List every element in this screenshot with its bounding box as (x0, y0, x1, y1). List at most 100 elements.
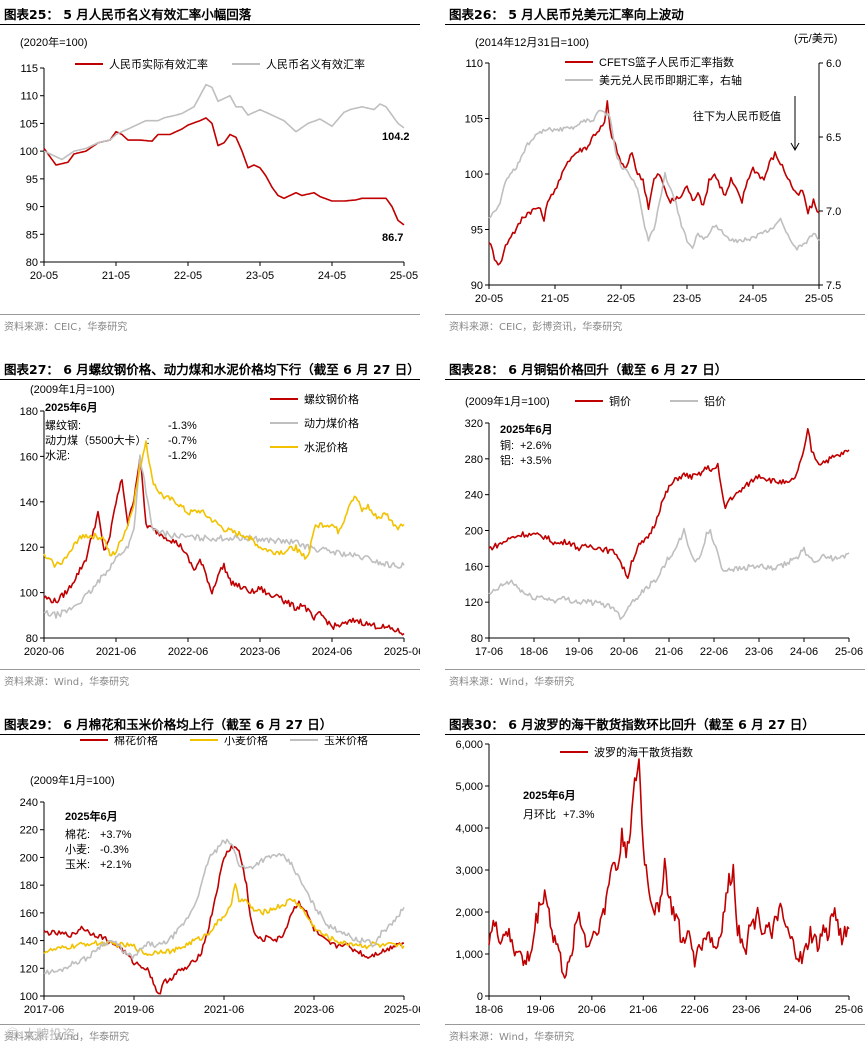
y-tick-label: 80 (471, 633, 483, 645)
y-right-tick-label: 6.5 (826, 132, 841, 144)
y-tick-label: 4,000 (455, 823, 483, 835)
y-tick-label: 115 (20, 63, 38, 75)
x-tick-label: 2023-06 (294, 1004, 334, 1016)
unit-note: (2009年1月=100) (30, 773, 115, 787)
y-tick-label: 320 (465, 418, 483, 430)
y-tick-label: 160 (465, 561, 483, 573)
legend-label: 螺纹钢价格 (304, 392, 359, 406)
series-line-red (44, 846, 404, 994)
x-tick-label: 2023-06 (240, 646, 280, 658)
note-value: +2.1% (100, 859, 132, 871)
legend-label: 小麦价格 (224, 736, 268, 747)
series-line-gray (44, 455, 404, 618)
legend-label: 人民币名义有效汇率 (266, 57, 365, 71)
y-tick-label: 105 (20, 118, 38, 130)
note-value: -1.3% (168, 420, 197, 432)
y-tick-label: 80 (26, 633, 38, 645)
y-tick-label: 100 (20, 146, 38, 158)
note-value: +3.7% (100, 829, 132, 841)
y-tick-label: 1,000 (455, 949, 483, 961)
y-tick-label: 120 (20, 542, 38, 554)
notes-title: 2025年6月 (500, 422, 553, 436)
title-rule (445, 24, 865, 25)
x-tick-label: 20-05 (30, 270, 58, 282)
x-tick-label: 20-05 (475, 293, 503, 305)
note-value: -1.2% (168, 450, 197, 462)
series-line-gray (489, 529, 849, 620)
x-tick-label: 23-06 (745, 646, 773, 658)
y-tick-label: 180 (20, 406, 38, 418)
title-rule (0, 379, 420, 380)
note-value: -0.7% (168, 435, 197, 447)
x-tick-label: 2024-06 (312, 646, 352, 658)
series-line-red (44, 118, 404, 225)
note-label: 铜: (500, 438, 514, 452)
chart-title: 图表27： 6 月螺纹钢价格、动力煤和水泥价格均下行（截至 6 月 27 日） (4, 359, 420, 378)
x-tick-label: 17-06 (475, 646, 503, 658)
x-tick-label: 25-05 (805, 293, 833, 305)
legend-label: 动力煤价格 (304, 416, 359, 430)
y-tick-label: 80 (26, 257, 38, 269)
x-tick-label: 19-06 (526, 1004, 554, 1016)
notes-title: 2025年6月 (45, 400, 98, 414)
x-tick-label: 25-06 (835, 646, 863, 658)
y-tick-label: 240 (20, 797, 38, 809)
chart-29-plot: 100 120 140 160 180 200 220 240 2017-06 2019-06 20… (0, 736, 420, 1024)
x-tick-label: 2025-06 (384, 1004, 420, 1016)
note-value: -0.3% (100, 844, 129, 856)
x-tick-label: 23-05 (246, 270, 274, 282)
y-right-tick-label: 7.5 (826, 280, 841, 292)
x-tick-label: 2017-06 (24, 1004, 64, 1016)
y-tick-label: 100 (465, 169, 483, 181)
x-tick-label: 21-06 (629, 1004, 657, 1016)
y-tick-label: 110 (20, 91, 38, 103)
source-note: 资料来源：CEIC，彭博资讯，华泰研究 (449, 318, 622, 333)
x-tick-label: 24-05 (318, 270, 346, 282)
source-rule (445, 314, 865, 315)
note-value: +3.5% (520, 455, 552, 467)
x-tick-label: 2021-06 (96, 646, 136, 658)
x-tick-label: 2020-06 (24, 646, 64, 658)
watermark-logo: ㊣ 大牌投资 (6, 1024, 75, 1043)
x-tick-label: 22-06 (700, 646, 728, 658)
x-tick-label: 21-05 (541, 293, 569, 305)
title-rule (445, 734, 865, 735)
y-tick-label: 5,000 (455, 781, 483, 793)
y-right-tick-label: 7.0 (826, 206, 841, 218)
notes-title: 2025年6月 (523, 788, 576, 802)
source-rule (0, 669, 420, 670)
chart-panel-25: 图表25： 5 月人民币名义有效汇率小幅回落 80 85 90 95 100 105 110… (0, 0, 420, 345)
source-note: 资料来源：Wind，华泰研究 (4, 673, 129, 688)
x-tick-label: 21-05 (102, 270, 130, 282)
note-label: 玉米: (65, 858, 90, 871)
y-tick-label: 90 (26, 202, 38, 214)
y-tick-label: 110 (465, 58, 483, 70)
series-line-gray (44, 85, 404, 160)
y-tick-label: 2,000 (455, 907, 483, 919)
note-label: 小麦: (65, 843, 90, 856)
x-tick-label: 24-05 (739, 293, 767, 305)
legend-label: 水泥价格 (304, 440, 348, 454)
note-label: 铝: (500, 453, 514, 467)
legend-label: 美元兑人民币即期汇率，右轴 (599, 73, 742, 87)
y-tick-label: 200 (465, 526, 483, 538)
x-tick-label: 25-05 (390, 270, 418, 282)
series-line-red (489, 101, 819, 265)
note-label: 棉花: (65, 827, 90, 841)
chart-30-plot: 01,0002,0003,0004,0005,0006,00018-06 19-0… (445, 736, 865, 1024)
unit-note: (2014年12月31日=100) (475, 35, 589, 49)
x-tick-label: 22-05 (607, 293, 635, 305)
x-tick-label: 21-06 (655, 646, 683, 658)
x-tick-label: 20-06 (610, 646, 638, 658)
y-tick-label: 105 (465, 114, 483, 126)
legend-label: 棉花价格 (114, 736, 158, 747)
chart-panel-29: 图表29： 6 月棉花和玉米价格均上行（截至 6 月 27 日） 100 120 1… (0, 710, 420, 1055)
y-tick-label: 3,000 (455, 865, 483, 877)
legend-label: 玉米价格 (324, 736, 368, 747)
chart-27-plot: 801001201401601802020-06 2021-06 2022-06 20… (0, 381, 420, 669)
x-tick-label: 25-06 (835, 1004, 863, 1016)
y-tick-label: 240 (465, 490, 483, 502)
chart-title: 图表29： 6 月棉花和玉米价格均上行（截至 6 月 27 日） (4, 714, 332, 733)
y-tick-label: 100 (20, 588, 38, 600)
chart-title: 图表26： 5 月人民币兑美元汇率向上波动 (449, 4, 684, 23)
